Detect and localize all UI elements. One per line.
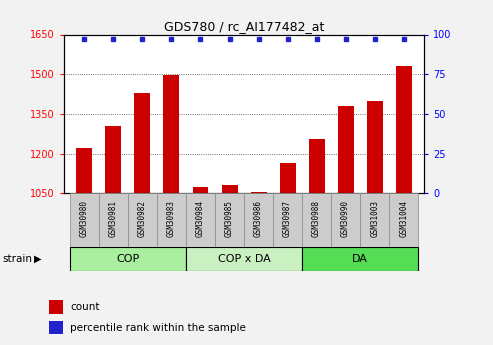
Bar	[360, 193, 389, 247]
Bar	[70, 193, 99, 247]
Text: GSM30981: GSM30981	[109, 200, 118, 237]
Bar	[338, 106, 353, 193]
Text: GSM30985: GSM30985	[225, 200, 234, 237]
Text: GSM30990: GSM30990	[341, 200, 350, 237]
Text: GSM30983: GSM30983	[167, 200, 176, 237]
Text: DA: DA	[352, 254, 368, 264]
Bar	[76, 148, 92, 193]
Bar	[99, 193, 128, 247]
Text: percentile rank within the sample: percentile rank within the sample	[70, 323, 246, 333]
Bar	[186, 193, 215, 247]
Text: GSM30988: GSM30988	[312, 200, 321, 237]
Text: GSM30987: GSM30987	[283, 200, 292, 237]
Bar	[193, 187, 209, 193]
Text: ▶: ▶	[34, 254, 41, 264]
Text: GSM30980: GSM30980	[80, 200, 89, 237]
Bar	[157, 193, 186, 247]
Bar	[70, 247, 186, 271]
Bar	[135, 93, 150, 193]
Bar	[250, 192, 267, 193]
Text: strain: strain	[2, 254, 33, 264]
Text: COP: COP	[116, 254, 140, 264]
Bar	[273, 193, 302, 247]
Bar	[49, 300, 63, 314]
Bar	[164, 76, 179, 193]
Text: GSM30984: GSM30984	[196, 200, 205, 237]
Bar	[128, 193, 157, 247]
Text: GSM30986: GSM30986	[254, 200, 263, 237]
Bar	[396, 66, 412, 193]
Bar	[367, 101, 383, 193]
Bar	[280, 163, 295, 193]
Bar	[215, 193, 244, 247]
Bar	[186, 247, 302, 271]
Bar	[244, 193, 273, 247]
Title: GDS780 / rc_AI177482_at: GDS780 / rc_AI177482_at	[164, 20, 324, 33]
Bar	[331, 193, 360, 247]
Bar	[389, 193, 418, 247]
Bar	[309, 139, 324, 193]
Bar	[221, 185, 238, 193]
Bar	[302, 247, 418, 271]
Text: GSM31003: GSM31003	[370, 200, 379, 237]
Text: GSM31004: GSM31004	[399, 200, 408, 237]
Text: COP x DA: COP x DA	[218, 254, 270, 264]
Bar	[302, 193, 331, 247]
Bar	[49, 321, 63, 334]
Text: GSM30982: GSM30982	[138, 200, 147, 237]
Bar	[106, 126, 121, 193]
Text: count: count	[70, 302, 100, 312]
